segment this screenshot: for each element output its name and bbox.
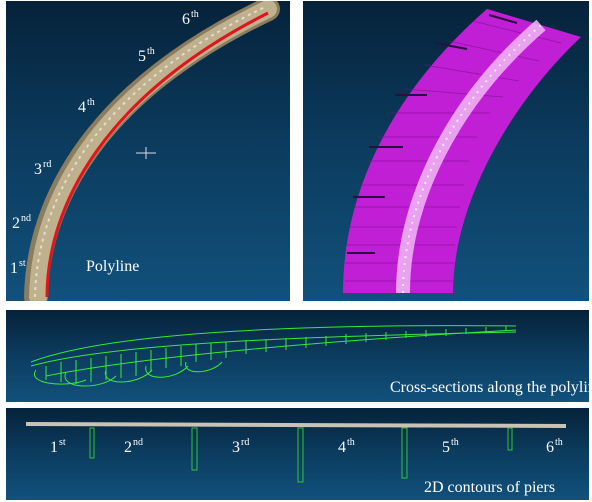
pier-label-6: 6th [546,437,563,456]
deck-profile [25,422,567,428]
cursor-crosshair [136,147,156,159]
pier-2 [191,427,198,471]
slice-band [343,9,581,293]
pier-1 [89,427,95,459]
cross-section-slices-panel [303,1,589,301]
pier-breaks [347,14,518,254]
slice-lines [345,20,562,282]
ordinal-label-4: 4th [78,97,95,116]
ordinal-label-3: 3rd [34,159,52,178]
pier-3 [297,427,304,483]
wireframe-mesh [30,325,517,387]
pier-label-3: 3rd [232,437,250,456]
bridge-deck-edge [34,6,266,298]
polyline-point-cloud [24,1,280,301]
pier-label-4: 4th [338,437,355,456]
pier-contours [25,422,567,483]
pier-label-5: 5th [442,437,459,456]
ordinal-label-1: 1st [10,258,26,277]
pier-contours-panel: 1st 2nd 3rd 4th 5th 6th 2D contours of p… [6,408,589,500]
pier-5 [507,427,513,451]
cross-sections-wireframe [30,325,517,387]
bridge-deck [29,1,277,301]
ordinal-label-5: 5th [138,46,155,65]
ordinal-label-6: 6th [182,9,199,28]
polyline-panel: 1st 2nd 3rd 4th 5th 6th Polyline [6,1,290,301]
pier-label-2: 2nd [124,437,143,456]
pier-4 [401,427,408,479]
ordinal-label-2: 2nd [12,213,31,232]
pier-contours-caption: 2D contours of piers [424,479,556,496]
cross-sections-caption: Cross-sections along the polyline [390,379,589,396]
cross-section-slices [343,9,581,294]
cross-sections-panel: Cross-sections along the polyline [6,310,589,402]
pier-label-1: 1st [50,437,66,456]
polyline-title: Polyline [86,258,140,275]
deck-highlight [402,24,542,294]
pier-outlines [89,427,513,483]
polyline [45,11,269,298]
